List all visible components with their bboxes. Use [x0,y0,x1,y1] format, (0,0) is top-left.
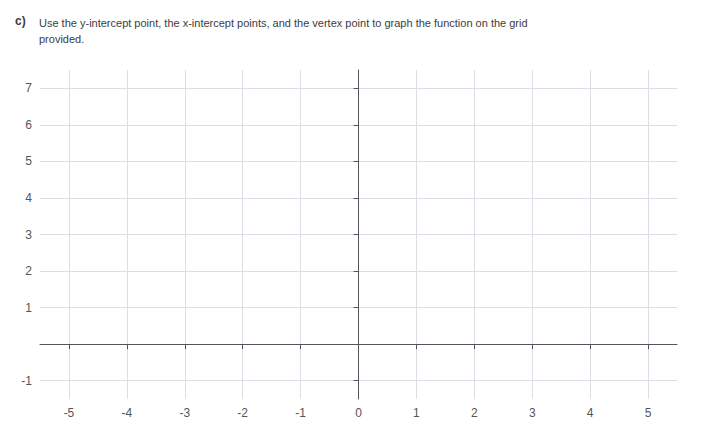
svg-text:Use the y-intercept point, the: Use the y-intercept point, the x-interce… [39,17,528,29]
svg-text:2: 2 [25,264,32,278]
svg-text:-1: -1 [295,406,306,420]
svg-text:-1: -1 [21,374,32,388]
svg-text:-5: -5 [64,406,75,420]
svg-text:-2: -2 [237,406,248,420]
svg-text:2: 2 [471,406,478,420]
svg-text:5: 5 [645,406,652,420]
svg-text:provided.: provided. [39,33,84,45]
svg-text:7: 7 [25,81,32,95]
svg-text:-4: -4 [122,406,133,420]
svg-text:4: 4 [25,191,32,205]
svg-text:1: 1 [413,406,420,420]
svg-text:5: 5 [25,154,32,168]
svg-text:6: 6 [25,118,32,132]
svg-text:0: 0 [355,406,362,420]
svg-text:c): c) [15,14,26,28]
svg-text:-3: -3 [179,406,190,420]
svg-text:3: 3 [529,406,536,420]
svg-text:3: 3 [25,228,32,242]
svg-text:1: 1 [25,301,32,315]
svg-text:4: 4 [587,406,594,420]
